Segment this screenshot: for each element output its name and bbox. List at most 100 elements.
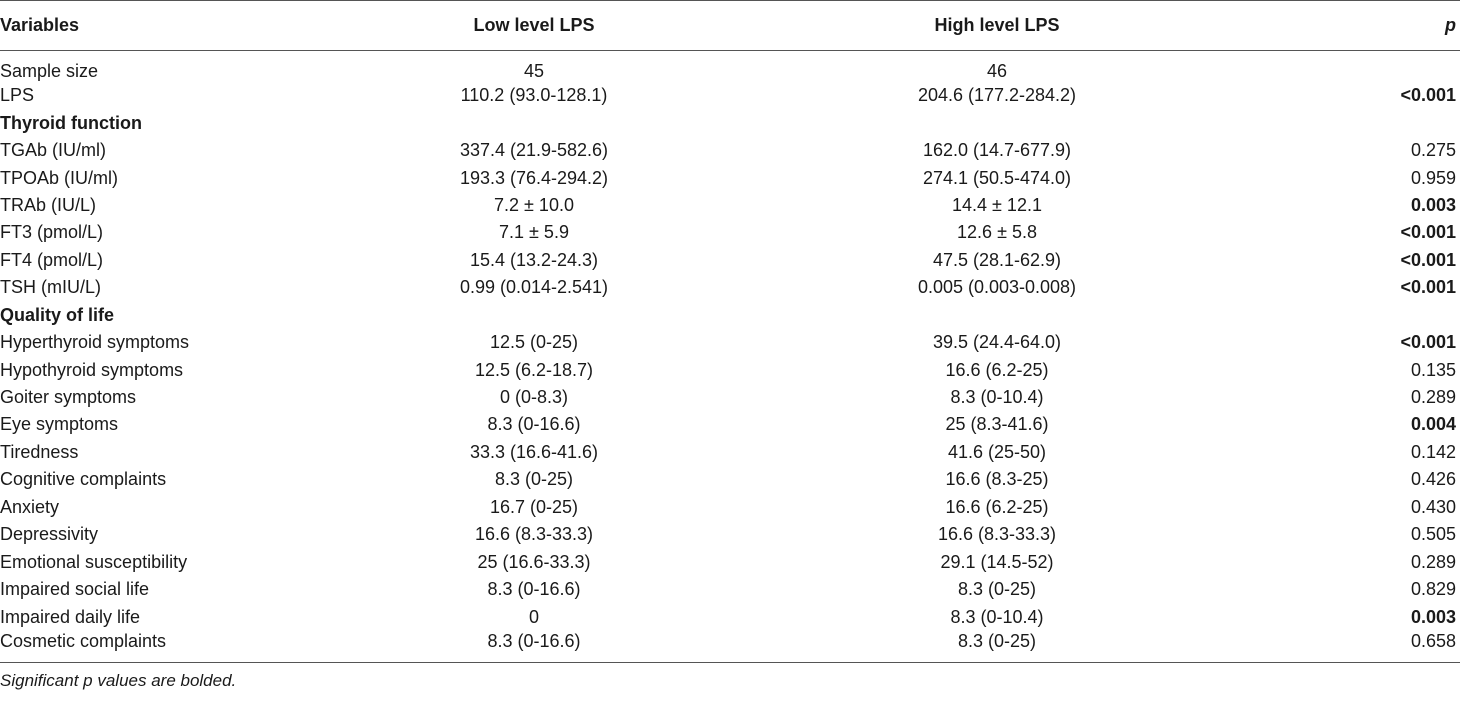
variable-name: Cosmetic complaints [0,630,300,663]
low-level-value [300,302,768,329]
variable-name: Cognitive complaints [0,469,167,490]
table-row: Cognitive complaints 8.3 (0-25) 16.6 (8.3-… [0,466,1460,493]
section-title: Quality of life [0,304,115,325]
p-value: 0.505 [1410,524,1456,545]
high-level-value: 0.005 (0.003-0.008) [917,277,1077,298]
table-footnote: Significant p values are bolded. [0,670,237,690]
high-level-value: 46 [986,61,1008,81]
table-row: TPOAb (IU/ml) 193.3 (76.4-294.2) 274.1 (50… [0,164,1460,191]
high-level-value: 47.5 (28.1-62.9) [932,249,1062,270]
table-row: Goiter symptoms 0 (0-8.3) 8.3 (0-10.4) 0.28… [0,384,1460,411]
variable-name: FT3 (pmol/L) [0,222,104,243]
low-level-value: 0.99 (0.014-2.541) [459,277,609,298]
header-row: Variables Low level LPS High level LPS p [0,0,1460,51]
p-value: 0.003 [1410,194,1456,215]
table-row: LPS 110.2 (93.0-128.1) 204.6 (177.2-284.2)… [0,82,1460,109]
section-title: Thyroid function [0,112,142,133]
high-level-value: 29.1 (14.5-52) [940,551,1054,572]
high-level-value [768,302,1226,329]
high-level-value: 16.6 (6.2-25) [945,496,1049,517]
table-row: Sample size 45 46 [0,51,1460,83]
low-level-value: 337.4 (21.9-582.6) [459,140,609,161]
p-value: 0.658 [1226,630,1460,663]
p-value: 0.426 [1410,469,1456,490]
low-level-value: 193.3 (76.4-294.2) [459,167,609,188]
low-level-value: 8.3 (0-16.6) [487,579,581,600]
variable-name: TGAb (IU/ml) [0,140,106,161]
low-level-value: 8.3 (0-25) [494,469,574,490]
low-level-value: 33.3 (16.6-41.6) [469,441,599,462]
table-row: Cosmetic complaints 8.3 (0-16.6) 8.3 (0-25… [0,630,1460,663]
variable-name: Emotional susceptibility [0,551,188,572]
p-value: 0.142 [1410,441,1456,462]
p-value: <0.001 [1400,277,1456,298]
p-value: 0.004 [1410,414,1456,435]
high-level-value: 16.6 (8.3-25) [945,469,1049,490]
p-value: 0.289 [1410,387,1456,408]
header-low-level-lps: Low level LPS [300,0,768,51]
low-level-value: 110.2 (93.0-128.1) [460,85,608,106]
variable-name: Tiredness [0,441,79,462]
variable-name: Hyperthyroid symptoms [0,332,190,353]
p-value: <0.001 [1400,85,1456,106]
p-value: 0.959 [1410,167,1456,188]
variable-name: Depressivity [0,524,99,545]
p-value: <0.001 [1400,332,1456,353]
high-level-value: 16.6 (6.2-25) [945,359,1049,380]
low-level-value: 25 (16.6-33.3) [477,551,591,572]
low-level-value: 7.1 ± 5.9 [499,222,569,243]
low-level-value: 15.4 (13.2-24.3) [469,249,599,270]
variable-name: FT4 (pmol/L) [0,249,104,270]
high-level-value: 204.6 (177.2-284.2) [917,85,1077,106]
high-level-value: 25 (8.3-41.6) [945,414,1049,435]
variable-name: Goiter symptoms [0,387,137,408]
table-row: FT3 (pmol/L) 7.1 ± 5.9 12.6 ± 5.8 <0.001 [0,219,1460,246]
table-row: TGAb (IU/ml) 337.4 (21.9-582.6) 162.0 (14.… [0,137,1460,164]
table-row: Anxiety 16.7 (0-25) 16.6 (6.2-25) 0.430 [0,494,1460,521]
p-value: 0.289 [1410,551,1456,572]
high-level-value: 162.0 (14.7-677.9) [922,140,1072,161]
variable-name: Anxiety [0,496,60,517]
low-level-value: 16.7 (0-25) [489,496,579,517]
low-level-value: 45 [523,61,545,81]
high-level-value: 41.6 (25-50) [947,441,1047,462]
table-row: Hyperthyroid symptoms 12.5 (0-25) 39.5 (24… [0,329,1460,356]
low-level-value: 16.6 (8.3-33.3) [474,524,594,545]
low-level-value [300,109,768,136]
table-row: Hypothyroid symptoms 12.5 (6.2-18.7) 16.6 … [0,356,1460,383]
p-value [1226,109,1460,136]
table-row: Emotional susceptibility 25 (16.6-33.3) 29… [0,548,1460,575]
header-p-value: p [1226,0,1460,51]
variable-name: Hypothyroid symptoms [0,359,184,380]
variable-name: TSH (mIU/L) [0,277,101,298]
p-value: 0.829 [1410,579,1456,600]
p-value: 0.275 [1410,140,1456,161]
section-header-row: Thyroid function [0,109,1460,136]
p-value: 0.003 [1410,606,1456,627]
low-level-value: 0 (0-8.3) [499,387,569,408]
table-row: FT4 (pmol/L) 15.4 (13.2-24.3) 47.5 (28.1-6… [0,247,1460,274]
p-value [1226,51,1460,83]
low-level-value: 8.3 (0-16.6) [487,414,581,435]
high-level-value: 12.6 ± 5.8 [957,222,1037,243]
table-row: Tiredness 33.3 (16.6-41.6) 41.6 (25-50) 0.1… [0,439,1460,466]
high-level-value: 8.3 (0-10.4) [950,606,1044,627]
p-value: 0.430 [1410,496,1456,517]
high-level-value: 8.3 (0-10.4) [950,387,1044,408]
low-level-value: 12.5 (0-25) [489,332,579,353]
table-row: Impaired social life 8.3 (0-16.6) 8.3 (0-2… [0,576,1460,603]
p-value: 0.135 [1410,359,1456,380]
p-value [1226,302,1460,329]
table-row: TRAb (IU/L) 7.2 ± 10.0 14.4 ± 12.1 0.003 [0,192,1460,219]
table-row: Depressivity 16.6 (8.3-33.3) 16.6 (8.3-33.… [0,521,1460,548]
high-level-value: 274.1 (50.5-474.0) [922,167,1072,188]
results-table-container: Variables Low level LPS High level LPS p… [0,0,1460,690]
table-row: TSH (mIU/L) 0.99 (0.014-2.541) 0.005 (0.00… [0,274,1460,301]
variable-name: Eye symptoms [0,414,119,435]
variable-name: Sample size [0,61,99,81]
high-level-value: 14.4 ± 12.1 [952,194,1042,215]
low-level-value: 12.5 (6.2-18.7) [474,359,594,380]
p-value: <0.001 [1400,249,1456,270]
variable-name: TRAb (IU/L) [0,194,97,215]
header-high-level-lps: High level LPS [768,0,1226,51]
